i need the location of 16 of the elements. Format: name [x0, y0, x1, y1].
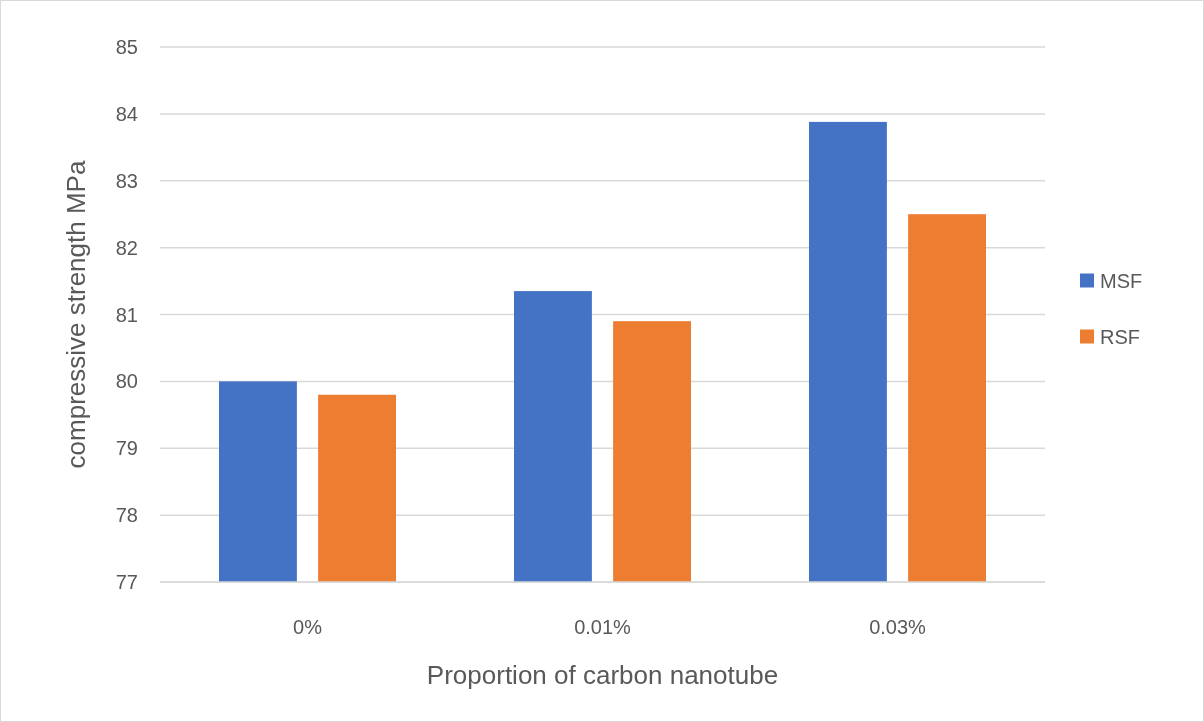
- x-tick-label: 0.03%: [869, 616, 927, 638]
- y-tick-label: 77: [115, 571, 138, 593]
- y-tick-label: 81: [115, 303, 138, 326]
- legend-label: MSF: [1100, 269, 1143, 292]
- y-tick-label: 78: [115, 504, 138, 527]
- x-tick-label: 0%: [293, 616, 323, 638]
- y-tick-label: 82: [115, 236, 138, 259]
- y-tick-label: 79: [115, 437, 138, 460]
- legend-label: RSF: [1100, 325, 1140, 348]
- y-tick-label: 85: [115, 36, 138, 58]
- y-tick-label: 80: [115, 370, 138, 393]
- x-axis-title: Proportion of carbon nanotube: [426, 660, 779, 690]
- y-axis-title: compressive strength MPa: [61, 160, 91, 469]
- y-tick-label: 84: [115, 102, 138, 125]
- x-tick-label: 0.01%: [574, 616, 632, 638]
- y-tick-label: 83: [115, 169, 138, 192]
